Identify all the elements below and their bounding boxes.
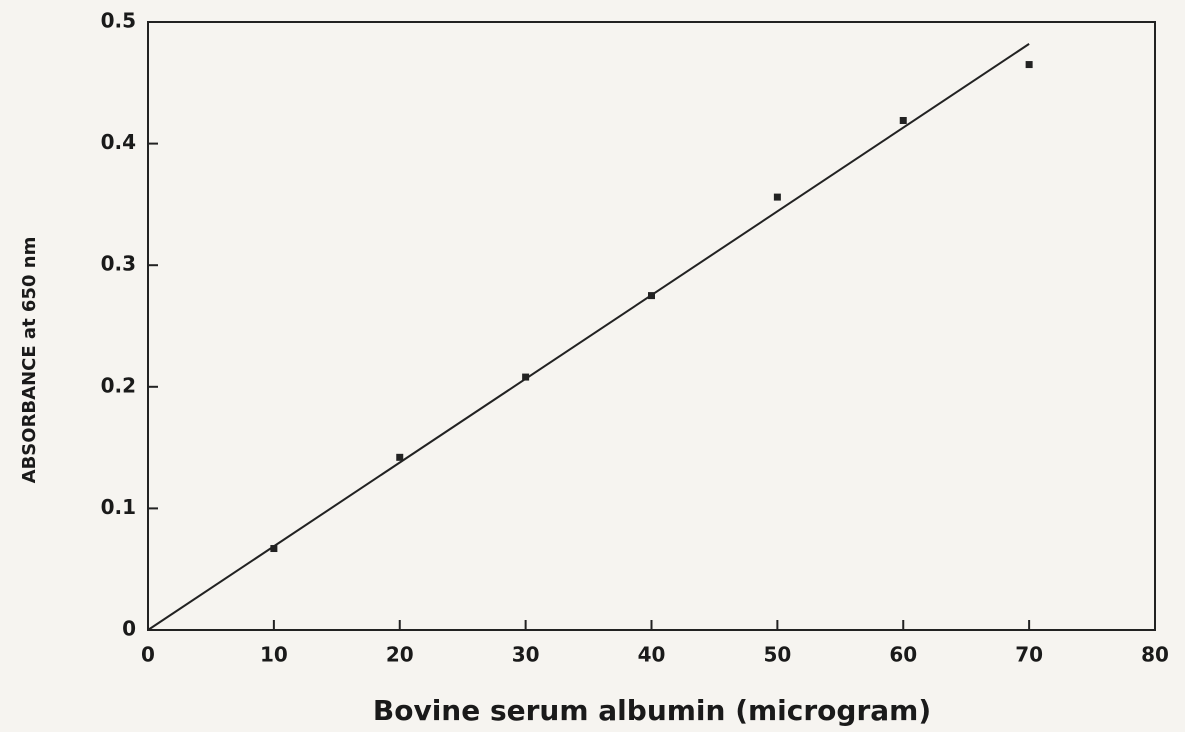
x-tick-label: 20 xyxy=(386,643,414,667)
x-tick-label: 30 xyxy=(512,643,540,667)
data-point xyxy=(899,116,907,124)
x-tick-label: 80 xyxy=(1141,643,1169,667)
data-point xyxy=(396,453,404,461)
x-tick-label: 60 xyxy=(889,643,917,667)
x-tick-label: 0 xyxy=(141,643,155,667)
x-axis-label: Bovine serum albumin (microgram) xyxy=(373,694,931,727)
data-point xyxy=(1025,61,1033,69)
data-point xyxy=(773,193,781,201)
y-tick-label: 0.5 xyxy=(101,9,136,33)
x-tick-label: 70 xyxy=(1015,643,1043,667)
data-point xyxy=(522,373,530,381)
y-tick-label: 0.1 xyxy=(101,495,136,519)
data-point xyxy=(270,545,278,553)
fit-line xyxy=(147,43,1030,631)
x-tick-label: 10 xyxy=(260,643,288,667)
data-point xyxy=(648,292,655,300)
y-tick-label: 0.2 xyxy=(101,373,136,397)
y-tick-label: 0.4 xyxy=(101,130,136,154)
x-tick-label: 40 xyxy=(638,643,666,667)
x-tick-label: 50 xyxy=(763,643,791,667)
y-tick-label: 0 xyxy=(122,617,136,641)
y-axis-label: ABSORBANCE at 650 nm xyxy=(19,237,40,484)
y-tick-label: 0.3 xyxy=(101,252,136,276)
